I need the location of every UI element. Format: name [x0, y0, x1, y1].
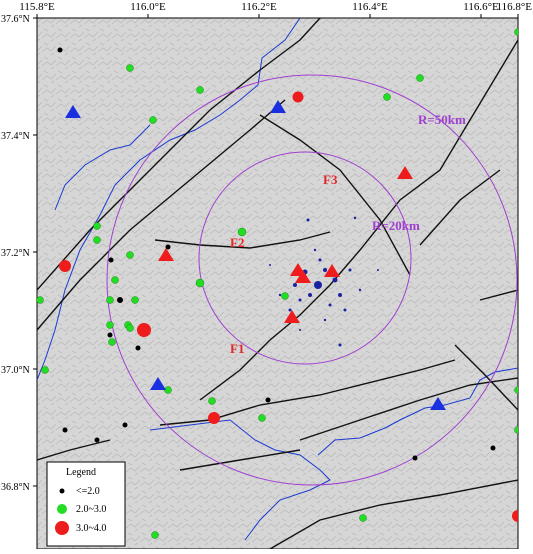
fault-label: F2	[230, 235, 244, 250]
lon-tick-label: 115.8°E	[19, 1, 55, 13]
lon-tick-label: 116.0°E	[130, 1, 166, 13]
legend-symbol	[60, 489, 65, 494]
lon-tick-label: 116.6°E	[463, 1, 499, 13]
lat-tick-label: 37.2°N	[1, 248, 30, 259]
lat-tick-label: 36.8°N	[1, 482, 30, 493]
lon-tick-label: 116.8°E	[497, 1, 533, 13]
legend-symbol	[57, 504, 67, 514]
lat-tick-label: 37.6°N	[1, 14, 30, 25]
fault-label: F3	[323, 172, 338, 187]
legend-symbol	[55, 521, 69, 535]
legend-entry: 2.0~3.0	[76, 504, 106, 515]
legend: Legend <=2.0 2.0~3.0 3.0~4.0	[47, 462, 125, 546]
ring-label: R=20km	[372, 218, 420, 233]
lon-tick-label: 116.4°E	[352, 1, 388, 13]
ring-label: R=50km	[418, 112, 466, 127]
legend-entry: <=2.0	[76, 486, 100, 497]
lon-tick-label: 116.2°E	[241, 1, 277, 13]
lat-tick-label: 37.4°N	[1, 131, 30, 142]
lat-tick-label: 37.0°N	[1, 365, 30, 376]
legend-entry: 3.0~4.0	[76, 523, 106, 534]
map: F2 F1 F3 R=50km R=20km Legend <=2.0 2.0~…	[0, 0, 533, 549]
fault-label: F1	[230, 341, 244, 356]
legend-title: Legend	[66, 467, 96, 478]
